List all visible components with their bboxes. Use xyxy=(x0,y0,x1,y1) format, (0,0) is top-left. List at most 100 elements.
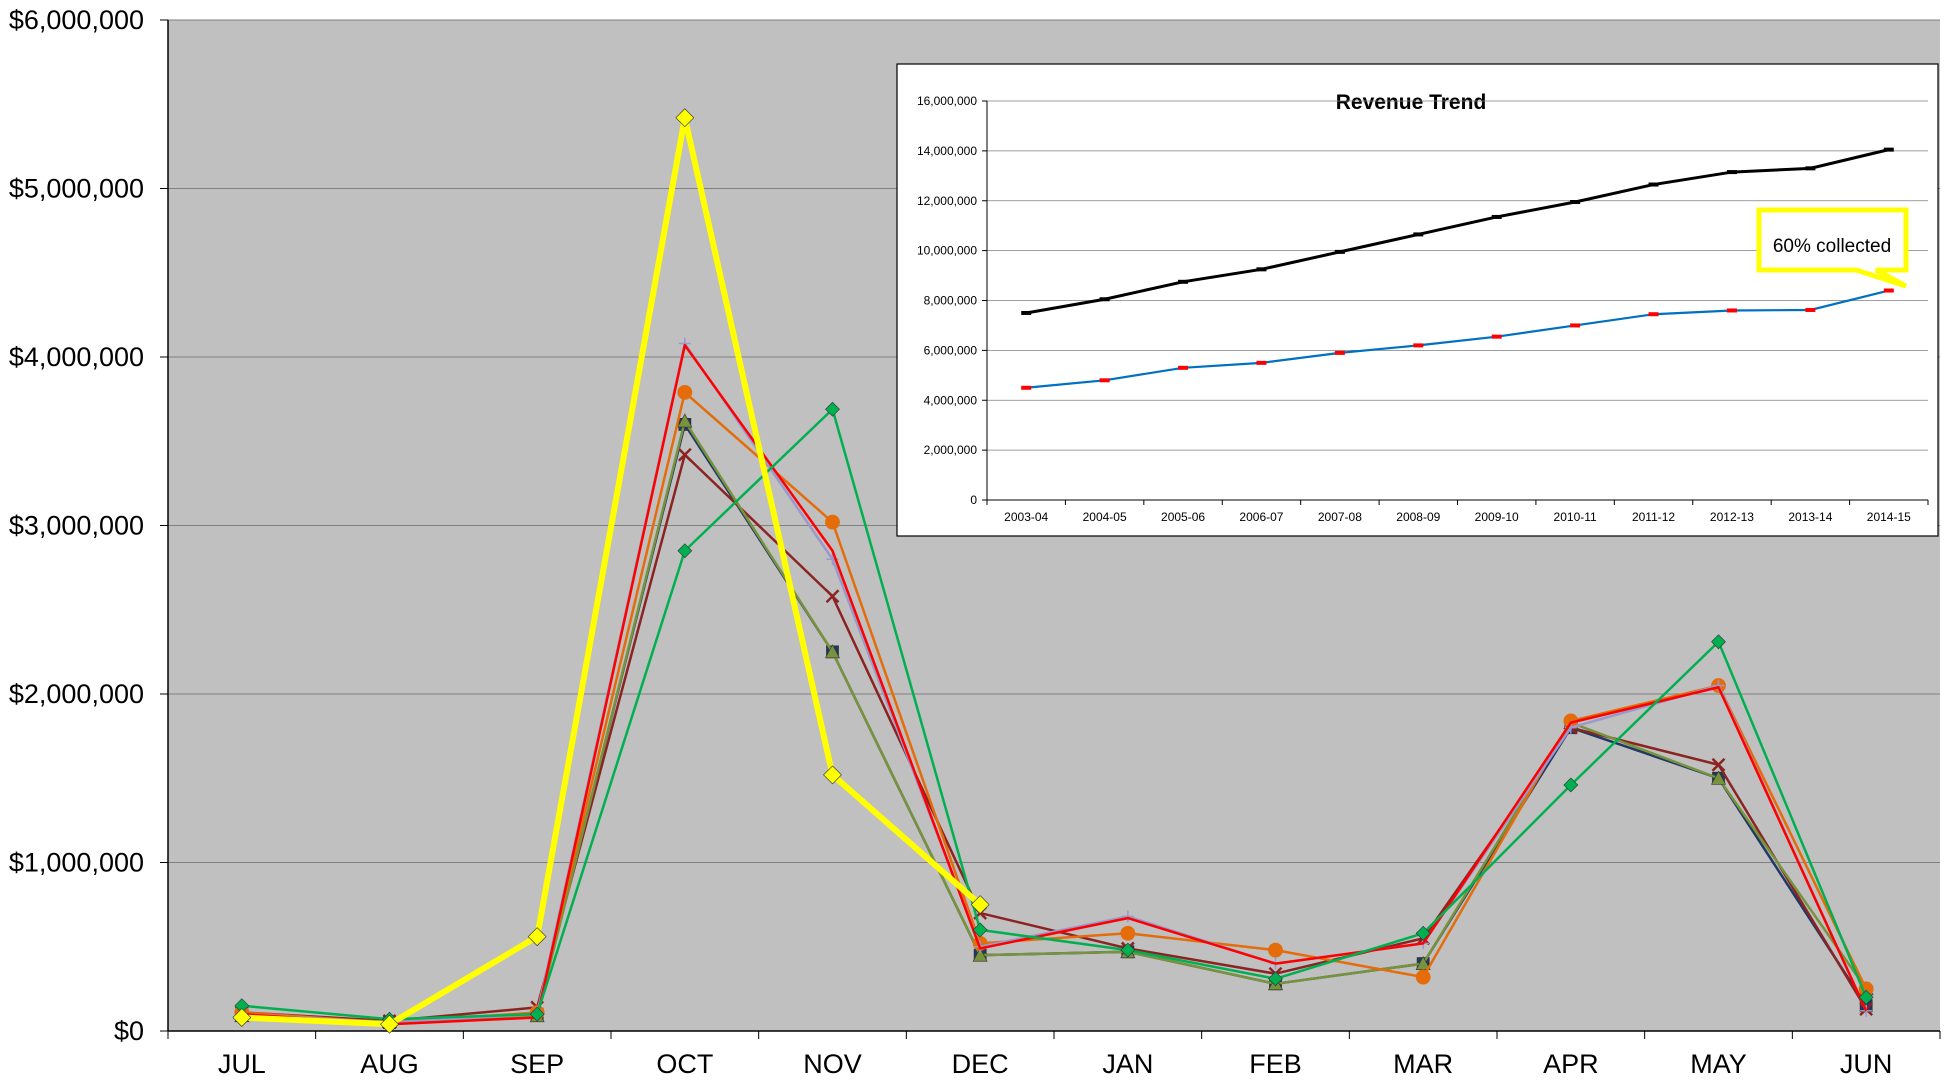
data-point xyxy=(970,895,990,915)
data-point xyxy=(1415,925,1431,941)
inset-data-point xyxy=(1491,214,1502,219)
data-point xyxy=(825,514,840,530)
marker-triangle xyxy=(1415,955,1431,970)
inset-y-tick-label: 10,000,000 xyxy=(917,244,977,258)
data-point xyxy=(677,384,693,400)
marker-triangle xyxy=(677,413,693,428)
inset-data-point xyxy=(1334,350,1345,355)
inset-series-2 xyxy=(1021,288,1894,390)
marker-diamond xyxy=(823,765,842,785)
marker-diamond xyxy=(1120,942,1136,958)
marker-triangle xyxy=(972,947,988,962)
marker-triangle xyxy=(1710,770,1727,785)
inset-data-point xyxy=(1726,170,1737,175)
y-tick-label: $0 xyxy=(114,1016,144,1046)
series-7 xyxy=(234,401,1874,1027)
data-point xyxy=(825,401,840,417)
inset-data-point xyxy=(1883,147,1894,152)
data-point xyxy=(1415,955,1431,970)
data-point xyxy=(824,644,841,659)
inset-data-point xyxy=(1570,323,1581,328)
inset-x-tick-label: 2008-09 xyxy=(1396,510,1440,524)
marker-diamond xyxy=(529,1006,545,1022)
data-point xyxy=(1858,989,1874,1005)
inset-data-point xyxy=(1099,297,1110,302)
revenue-trend-inset: Revenue Trend 0 2,000,000 4,000,000 6,000,00… xyxy=(896,63,1939,537)
marker-diamond xyxy=(972,922,988,938)
inset-gridlines: 0 2,000,000 4,000,000 6,000,000 8,000,000 10,… xyxy=(917,94,1928,507)
data-point xyxy=(972,922,988,938)
data-point xyxy=(380,1014,399,1034)
y-tick-label: $6,000,000 xyxy=(9,5,144,35)
marker-circle xyxy=(677,384,693,400)
inset-data-point xyxy=(1413,343,1424,348)
marker-circle xyxy=(825,514,840,530)
series-6 xyxy=(241,343,1868,1026)
inset-x-tick-label: 2004-05 xyxy=(1083,510,1127,524)
inset-x-tick-label: 2003-04 xyxy=(1004,510,1048,524)
inset-frame xyxy=(896,63,1939,537)
x-tick-label: JAN xyxy=(1102,1049,1153,1077)
x-tick-label: NOV xyxy=(803,1049,862,1077)
x-tick-label: FEB xyxy=(1249,1049,1302,1077)
data-point xyxy=(527,927,547,947)
marker-x xyxy=(825,589,840,604)
y-tick-label: $5,000,000 xyxy=(9,174,144,204)
inset-series-line xyxy=(1025,148,1890,315)
data-point xyxy=(232,1008,252,1027)
x-axis-labels: JUL AUG SEP OCT NOV DEC JAN FEB MAR APR MAY JUN xyxy=(167,1031,1941,1079)
y-tick-label: $1,000,000 xyxy=(9,848,144,878)
inset-data-point xyxy=(1178,365,1189,370)
inset-x-tick-label: 2013-14 xyxy=(1788,510,1832,524)
y-tick-label: $3,000,000 xyxy=(9,511,144,541)
inset-x-tick-label: 2007-08 xyxy=(1318,510,1362,524)
inset-data-point xyxy=(1726,308,1737,313)
marker-diamond xyxy=(1563,777,1579,793)
inset-y-tick-label: 8,000,000 xyxy=(924,294,978,308)
inset-data-point xyxy=(1178,279,1189,284)
inset-data-point xyxy=(1413,232,1424,237)
marker-diamond xyxy=(232,1008,252,1027)
inset-data-point xyxy=(1648,312,1659,317)
marker-diamond xyxy=(970,895,990,915)
data-point xyxy=(1121,910,1134,923)
marker-triangle xyxy=(824,644,841,659)
x-tick-label: APR xyxy=(1543,1049,1599,1077)
inset-data-point xyxy=(1334,249,1345,254)
y-tick-label: $2,000,000 xyxy=(9,679,144,709)
x-tick-label: SEP xyxy=(510,1049,564,1077)
inset-y-tick-label: 2,000,000 xyxy=(924,443,978,457)
data-point xyxy=(1415,969,1431,985)
annotation-box xyxy=(1756,207,1909,289)
data-point xyxy=(1120,925,1136,941)
marker-diamond xyxy=(380,1014,399,1034)
inset-y-tick-label: 16,000,000 xyxy=(917,94,977,108)
inset-data-point xyxy=(1021,310,1032,315)
data-point xyxy=(677,543,693,559)
data-point xyxy=(1120,942,1136,958)
data-point xyxy=(677,413,693,428)
inset-y-tick-label: 14,000,000 xyxy=(917,144,977,158)
series-line xyxy=(241,407,1868,1021)
marker-circle xyxy=(1415,969,1431,985)
inset-data-point xyxy=(1883,288,1894,293)
inset-data-point xyxy=(1256,267,1267,272)
inset-data-point xyxy=(1256,360,1267,365)
inset-data-point xyxy=(1491,334,1502,339)
data-point xyxy=(1711,757,1726,772)
x-tick-label: OCT xyxy=(656,1049,713,1077)
data-point xyxy=(823,765,842,785)
data-point xyxy=(972,947,988,962)
inset-series-1 xyxy=(1021,147,1894,315)
inset-data-point xyxy=(1570,199,1581,204)
data-point xyxy=(825,589,840,604)
inset-x-tick-label: 2010-11 xyxy=(1554,510,1597,524)
annotation-callout: 60% collected xyxy=(1756,207,1909,289)
inset-x-tick-label: 2006-07 xyxy=(1239,510,1283,524)
inset-y-tick-label: 0 xyxy=(970,493,977,507)
x-tick-label: JUL xyxy=(218,1049,266,1077)
series-line xyxy=(241,419,1868,1023)
marker-diamond xyxy=(1415,925,1431,941)
data-point xyxy=(1563,777,1579,793)
